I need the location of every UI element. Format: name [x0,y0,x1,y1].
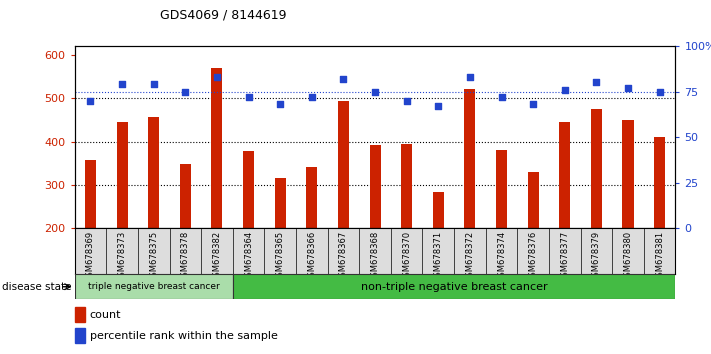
Point [274,102,286,107]
Bar [75,307,85,322]
Bar [528,172,539,228]
Bar [180,164,191,228]
Bar [433,192,444,228]
Text: GSM678370: GSM678370 [402,231,411,282]
Bar [243,151,254,228]
Point [496,94,507,100]
Point [559,87,570,93]
Text: GSM678382: GSM678382 [213,231,221,282]
Bar [211,68,223,228]
Point [432,103,444,109]
Text: GSM678373: GSM678373 [117,231,127,282]
Text: non-triple negative breast cancer: non-triple negative breast cancer [360,282,547,292]
Bar [232,274,675,299]
Text: GSM678372: GSM678372 [466,231,474,282]
Bar [75,328,85,343]
Bar [560,122,570,228]
Point [654,89,665,95]
Text: GSM678364: GSM678364 [244,231,253,282]
Text: GSM678369: GSM678369 [86,231,95,282]
Point [148,81,159,87]
Bar [85,160,96,228]
Text: GSM678377: GSM678377 [560,231,570,282]
Text: GSM678376: GSM678376 [529,231,538,282]
Text: percentile rank within the sample: percentile rank within the sample [90,331,277,341]
Bar [623,120,634,228]
Bar [654,137,665,228]
Text: GDS4069 / 8144619: GDS4069 / 8144619 [160,8,287,21]
Text: GSM678366: GSM678366 [307,231,316,282]
Bar [274,178,286,228]
Bar [591,109,602,228]
Point [401,98,412,103]
Bar [148,117,159,228]
Bar [370,144,380,228]
Point [180,89,191,95]
Point [464,74,476,80]
Text: GSM678379: GSM678379 [592,231,601,282]
Bar [338,101,349,228]
Text: GSM678371: GSM678371 [434,231,443,282]
Text: GSM678380: GSM678380 [624,231,633,282]
Text: GSM678368: GSM678368 [370,231,380,282]
Point [243,94,255,100]
Point [306,94,318,100]
Point [622,85,634,91]
Text: count: count [90,309,121,320]
Bar [117,122,127,228]
Point [211,74,223,80]
Text: GSM678367: GSM678367 [339,231,348,282]
Point [591,80,602,85]
Text: triple negative breast cancer: triple negative breast cancer [88,282,220,291]
Point [528,102,539,107]
Text: disease state: disease state [1,282,71,292]
Point [85,98,96,103]
Bar [401,144,412,228]
Point [338,76,349,82]
Point [370,89,381,95]
Bar [75,274,232,299]
Text: GSM678374: GSM678374 [497,231,506,282]
Text: GSM678378: GSM678378 [181,231,190,282]
Text: GSM678375: GSM678375 [149,231,159,282]
Text: GSM678381: GSM678381 [655,231,664,282]
Bar [306,167,317,228]
Bar [464,88,476,228]
Bar [496,150,507,228]
Text: GSM678365: GSM678365 [276,231,284,282]
Point [117,81,128,87]
